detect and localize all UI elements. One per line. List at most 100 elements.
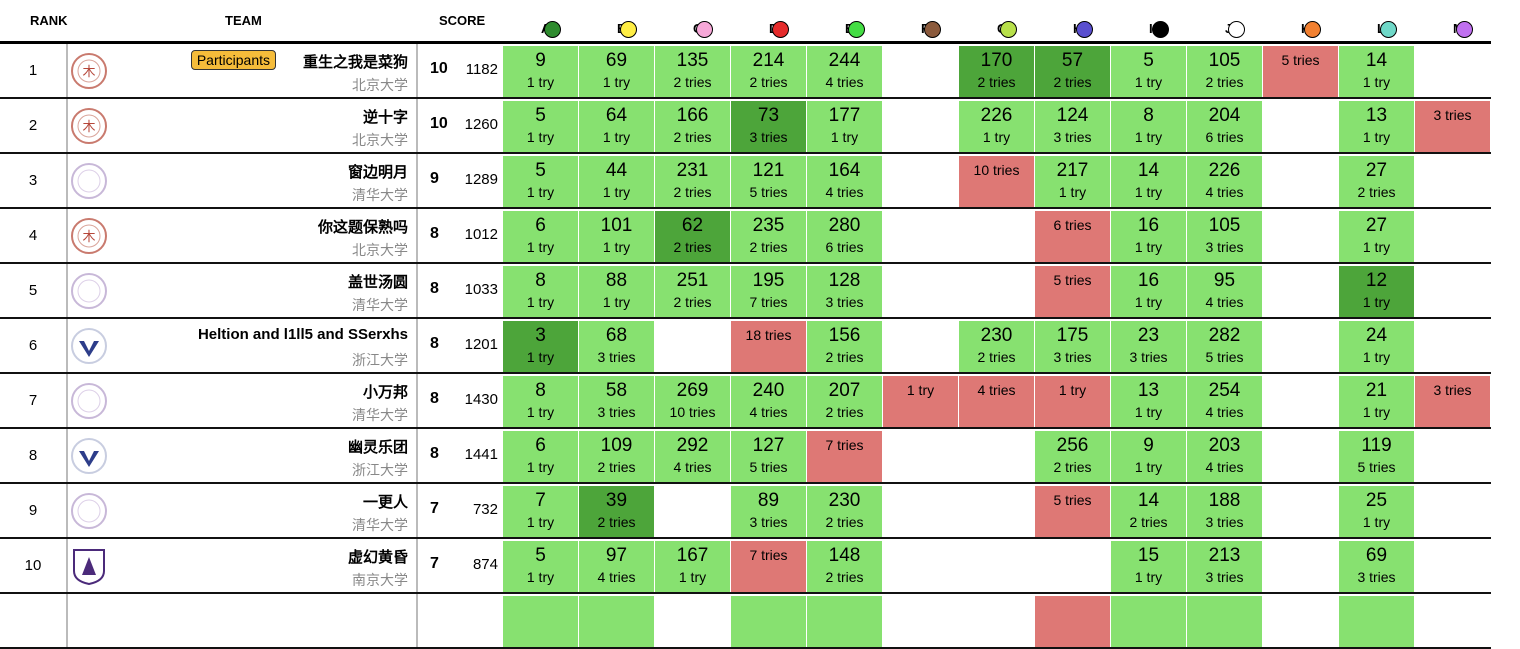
table-row[interactable]: 10 虚幻黄昏 南京大学 7 874 5 1 try 97 4 tries 16… — [0, 539, 1491, 594]
problem-cell-J[interactable]: 213 3 tries — [1187, 541, 1262, 592]
problem-cell-E[interactable]: 7 tries — [807, 431, 882, 482]
problem-cell-D[interactable]: 195 7 tries — [731, 266, 806, 317]
problem-cell-A[interactable]: 6 1 try — [503, 431, 578, 482]
problem-cell-L[interactable]: 27 2 tries — [1339, 156, 1414, 207]
problem-cell-L[interactable]: 14 1 try — [1339, 46, 1414, 97]
problem-cell-I[interactable]: 13 1 try — [1111, 376, 1186, 427]
problem-cell-E[interactable]: 156 2 tries — [807, 321, 882, 372]
problem-cell-C[interactable]: 135 2 tries — [655, 46, 730, 97]
problem-cell-J[interactable]: 282 5 tries — [1187, 321, 1262, 372]
problem-cell-J[interactable] — [1187, 596, 1262, 647]
problem-cell-D[interactable] — [731, 596, 806, 647]
team-cell[interactable]: 木 你这题保熟吗 北京大学 — [68, 209, 418, 262]
table-row[interactable]: 3 窗边明月 清华大学 9 1289 5 1 try 44 1 try 231 … — [0, 154, 1491, 209]
team-cell[interactable]: Heltion and l1ll5 and SSerxhs 浙江大学 — [68, 319, 418, 372]
problem-cell-B[interactable]: 109 2 tries — [579, 431, 654, 482]
problem-cell-J[interactable]: 188 3 tries — [1187, 486, 1262, 537]
problem-cell-J[interactable]: 105 2 tries — [1187, 46, 1262, 97]
problem-cell-L[interactable]: 12 1 try — [1339, 266, 1414, 317]
problem-cell-H[interactable]: 1 try — [1035, 376, 1110, 427]
problem-cell-J[interactable]: 254 4 tries — [1187, 376, 1262, 427]
problem-cell-C[interactable]: 292 4 tries — [655, 431, 730, 482]
problem-cell-G[interactable]: 230 2 tries — [959, 321, 1034, 372]
problem-cell-A[interactable]: 8 1 try — [503, 266, 578, 317]
problem-cell-E[interactable]: 244 4 tries — [807, 46, 882, 97]
problem-cell-B[interactable] — [579, 596, 654, 647]
team-cell[interactable]: 窗边明月 清华大学 — [68, 154, 418, 207]
problem-cell-A[interactable]: 8 1 try — [503, 376, 578, 427]
problem-cell-I[interactable] — [1111, 596, 1186, 647]
problem-cell-J[interactable]: 95 4 tries — [1187, 266, 1262, 317]
problem-cell-B[interactable]: 68 3 tries — [579, 321, 654, 372]
problem-cell-L[interactable]: 25 1 try — [1339, 486, 1414, 537]
problem-cell-L[interactable]: 24 1 try — [1339, 321, 1414, 372]
team-cell[interactable]: 木 Participants 重生之我是菜狗 北京大学 — [68, 44, 418, 97]
problem-cell-D[interactable]: 235 2 tries — [731, 211, 806, 262]
problem-cell-B[interactable]: 44 1 try — [579, 156, 654, 207]
problem-cell-D[interactable]: 121 5 tries — [731, 156, 806, 207]
problem-cell-C[interactable]: 269 10 tries — [655, 376, 730, 427]
problem-cell-I[interactable]: 16 1 try — [1111, 211, 1186, 262]
team-cell[interactable]: 盖世汤圆 清华大学 — [68, 264, 418, 317]
problem-cell-M[interactable]: 3 tries — [1415, 376, 1490, 427]
team-cell[interactable]: 小万邦 清华大学 — [68, 374, 418, 427]
problem-cell-K[interactable]: 5 tries — [1263, 46, 1338, 97]
problem-cell-E[interactable]: 164 4 tries — [807, 156, 882, 207]
problem-cell-J[interactable]: 226 4 tries — [1187, 156, 1262, 207]
problem-cell-I[interactable]: 9 1 try — [1111, 431, 1186, 482]
problem-cell-L[interactable]: 27 1 try — [1339, 211, 1414, 262]
problem-cell-D[interactable]: 214 2 tries — [731, 46, 806, 97]
problem-cell-J[interactable]: 204 6 tries — [1187, 101, 1262, 152]
problem-cell-D[interactable]: 7 tries — [731, 541, 806, 592]
problem-cell-H[interactable]: 5 tries — [1035, 266, 1110, 317]
problem-cell-A[interactable]: 6 1 try — [503, 211, 578, 262]
team-cell[interactable]: 幽灵乐团 浙江大学 — [68, 429, 418, 482]
problem-cell-G[interactable]: 226 1 try — [959, 101, 1034, 152]
table-row[interactable]: 8 幽灵乐团 浙江大学 8 1441 6 1 try 109 2 tries 2… — [0, 429, 1491, 484]
problem-cell-A[interactable] — [503, 596, 578, 647]
problem-cell-E[interactable]: 128 3 tries — [807, 266, 882, 317]
problem-cell-F[interactable]: 1 try — [883, 376, 958, 427]
problem-cell-A[interactable]: 5 1 try — [503, 156, 578, 207]
problem-cell-J[interactable]: 203 4 tries — [1187, 431, 1262, 482]
problem-cell-H[interactable]: 5 tries — [1035, 486, 1110, 537]
problem-cell-E[interactable]: 207 2 tries — [807, 376, 882, 427]
problem-cell-E[interactable]: 148 2 tries — [807, 541, 882, 592]
problem-cell-D[interactable]: 89 3 tries — [731, 486, 806, 537]
problem-cell-B[interactable]: 58 3 tries — [579, 376, 654, 427]
table-row[interactable]: 1 木 Participants 重生之我是菜狗 北京大学 10 1182 9 … — [0, 44, 1491, 99]
problem-cell-A[interactable]: 9 1 try — [503, 46, 578, 97]
problem-cell-B[interactable]: 101 1 try — [579, 211, 654, 262]
problem-cell-I[interactable]: 14 1 try — [1111, 156, 1186, 207]
problem-cell-H[interactable]: 6 tries — [1035, 211, 1110, 262]
problem-cell-I[interactable]: 14 2 tries — [1111, 486, 1186, 537]
problem-cell-B[interactable]: 64 1 try — [579, 101, 654, 152]
problem-cell-L[interactable]: 69 3 tries — [1339, 541, 1414, 592]
problem-cell-D[interactable]: 18 tries — [731, 321, 806, 372]
problem-cell-E[interactable] — [807, 596, 882, 647]
problem-cell-A[interactable]: 7 1 try — [503, 486, 578, 537]
problem-cell-D[interactable]: 73 3 tries — [731, 101, 806, 152]
table-row[interactable]: 5 盖世汤圆 清华大学 8 1033 8 1 try 88 1 try 251 … — [0, 264, 1491, 319]
problem-cell-D[interactable]: 240 4 tries — [731, 376, 806, 427]
problem-cell-C[interactable]: 231 2 tries — [655, 156, 730, 207]
problem-cell-L[interactable]: 119 5 tries — [1339, 431, 1414, 482]
table-row[interactable]: 2 木 逆十字 北京大学 10 1260 5 1 try 64 1 try 16… — [0, 99, 1491, 154]
problem-cell-H[interactable]: 124 3 tries — [1035, 101, 1110, 152]
problem-cell-A[interactable]: 5 1 try — [503, 541, 578, 592]
team-cell[interactable]: 虚幻黄昏 南京大学 — [68, 539, 418, 592]
table-row[interactable]: 7 小万邦 清华大学 8 1430 8 1 try 58 3 tries 269… — [0, 374, 1491, 429]
problem-cell-H[interactable]: 57 2 tries — [1035, 46, 1110, 97]
problem-cell-E[interactable]: 230 2 tries — [807, 486, 882, 537]
problem-cell-B[interactable]: 39 2 tries — [579, 486, 654, 537]
problem-cell-B[interactable]: 97 4 tries — [579, 541, 654, 592]
table-row[interactable] — [0, 594, 1491, 649]
problem-cell-H[interactable]: 256 2 tries — [1035, 431, 1110, 482]
problem-cell-E[interactable]: 280 6 tries — [807, 211, 882, 262]
problem-cell-G[interactable]: 10 tries — [959, 156, 1034, 207]
problem-cell-B[interactable]: 69 1 try — [579, 46, 654, 97]
problem-cell-G[interactable]: 4 tries — [959, 376, 1034, 427]
problem-cell-C[interactable]: 167 1 try — [655, 541, 730, 592]
problem-cell-L[interactable] — [1339, 596, 1414, 647]
problem-cell-L[interactable]: 21 1 try — [1339, 376, 1414, 427]
